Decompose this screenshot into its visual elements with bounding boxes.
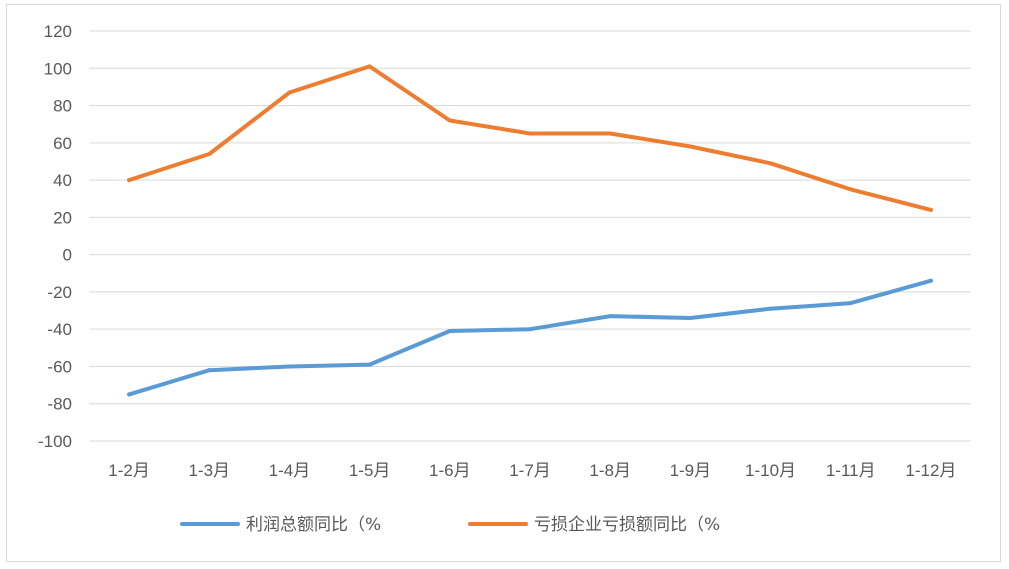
- data-point: [688, 316, 693, 320]
- data-point: [127, 178, 132, 183]
- data-point: [447, 329, 452, 334]
- legend-label-0: 利润总额同比（%: [246, 515, 381, 535]
- data-point: [848, 301, 853, 306]
- y-tick-label: 100: [44, 59, 72, 78]
- data-point: [608, 314, 613, 319]
- chart-frame: [6, 4, 1001, 562]
- y-tick-label: -100: [38, 432, 72, 451]
- data-point: [367, 64, 372, 69]
- y-tick-label: -40: [47, 320, 72, 339]
- data-point: [127, 392, 132, 397]
- y-tick-label: -20: [47, 283, 72, 302]
- data-point: [207, 368, 212, 373]
- y-axis-tick-labels: 120 100 80 60 40 20 0 -20 -40 -60 -80 -100: [38, 22, 72, 451]
- series-line-1: [127, 64, 933, 212]
- x-tick-label: 1-6月: [429, 461, 471, 480]
- series-lines: [127, 64, 933, 397]
- data-point: [287, 90, 292, 95]
- data-point: [207, 152, 212, 156]
- x-tick-label: 1-2月: [108, 461, 150, 480]
- gridlines: [89, 30, 971, 442]
- x-tick-label: 1-8月: [589, 461, 631, 480]
- x-tick-label: 1-10月: [745, 461, 796, 480]
- data-point: [528, 131, 532, 136]
- data-point: [928, 278, 933, 283]
- data-point: [768, 161, 773, 166]
- x-axis-tick-labels: 1-2月 1-3月 1-4月 1-5月 1-6月 1-7月 1-8月 1-9月 1-10月 1-1…: [108, 461, 956, 480]
- y-tick-label: 60: [53, 134, 72, 153]
- legend: 利润总额同比（% 亏损企业亏损额同比（%: [180, 515, 720, 535]
- x-tick-label: 1-11月: [826, 461, 876, 480]
- data-point: [367, 362, 372, 367]
- data-point: [768, 306, 773, 311]
- data-point: [528, 327, 532, 332]
- data-point: [447, 118, 452, 123]
- data-point: [287, 364, 292, 369]
- y-tick-label: 80: [53, 97, 72, 116]
- data-point: [688, 144, 693, 149]
- x-tick-label: 1-4月: [269, 461, 311, 480]
- x-tick-label: 1-5月: [349, 461, 391, 480]
- data-point: [848, 187, 853, 192]
- y-tick-label: 20: [53, 208, 72, 227]
- y-tick-label: -80: [47, 395, 72, 414]
- x-tick-label: 1-3月: [188, 461, 230, 480]
- y-tick-label: 40: [53, 171, 72, 190]
- data-point: [928, 207, 933, 212]
- x-tick-label: 1-7月: [509, 461, 551, 480]
- x-tick-label: 1-9月: [670, 461, 712, 480]
- series-line-0: [127, 278, 933, 397]
- y-tick-label: 0: [63, 246, 72, 265]
- y-tick-label: -60: [47, 357, 72, 376]
- data-point: [608, 131, 613, 136]
- x-tick-label: 1-12月: [905, 461, 956, 480]
- legend-label-1: 亏损企业亏损额同比（%: [534, 515, 720, 535]
- y-tick-label: 120: [44, 22, 72, 41]
